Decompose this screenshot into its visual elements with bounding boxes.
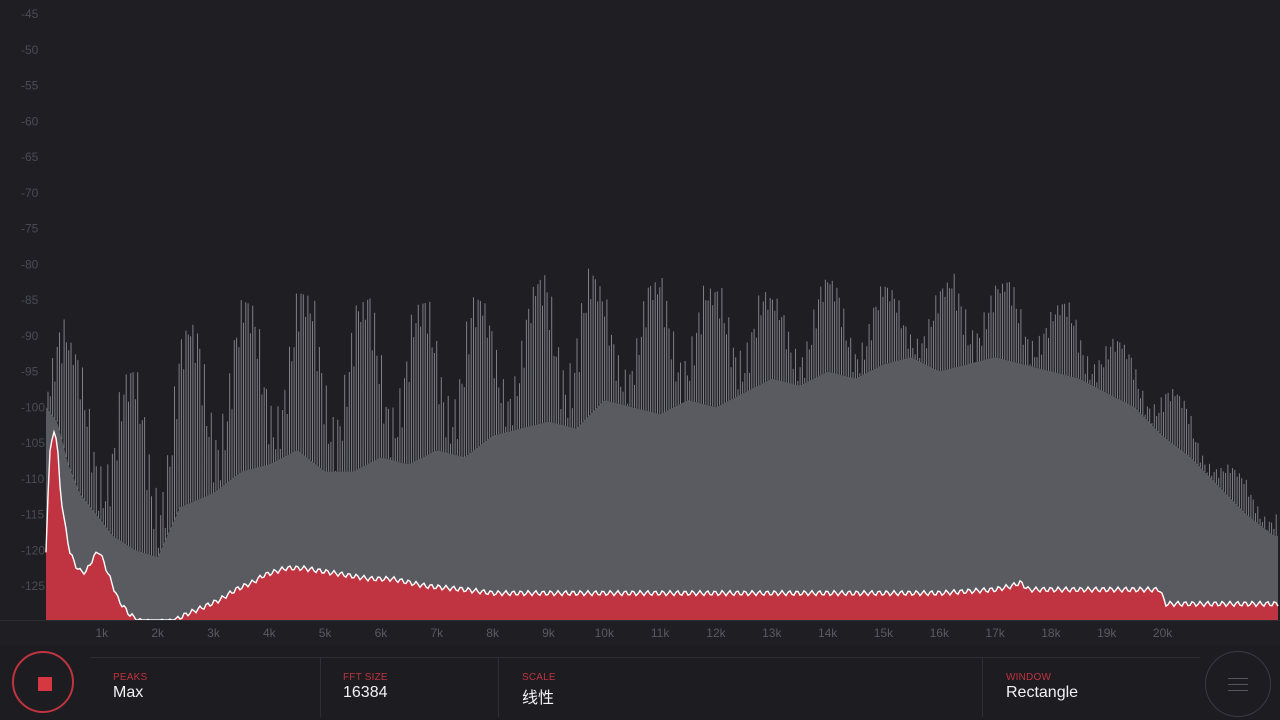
- stop-square-icon: [38, 677, 52, 691]
- window-setting[interactable]: WINDOW Rectangle: [1006, 657, 1186, 709]
- peaks-setting[interactable]: PEAKS Max: [113, 657, 313, 709]
- y-tick-label: -100: [21, 400, 45, 414]
- control-bar-divider: [90, 657, 1200, 658]
- y-tick-label: -60: [21, 114, 39, 128]
- x-tick-label: 5k: [319, 626, 333, 640]
- x-tick-label: 17k: [985, 626, 1005, 640]
- y-tick-label: -120: [21, 543, 45, 557]
- y-axis: -45 -50 -55 -60 -65 -70 -75 -80 -85 -90 -95 -100 -10…: [21, 7, 45, 593]
- y-tick-label: -70: [21, 186, 39, 200]
- window-value: Rectangle: [1006, 684, 1079, 701]
- x-tick-label: 15k: [874, 626, 894, 640]
- x-tick-label: 13k: [762, 626, 782, 640]
- x-tick-label: 8k: [486, 626, 500, 640]
- y-tick-label: -115: [21, 508, 44, 522]
- y-tick-label: -90: [21, 329, 39, 343]
- x-tick-label: 12k: [706, 626, 726, 640]
- scale-label: SCALE: [522, 672, 556, 683]
- setting-separator: [982, 657, 983, 717]
- peaks-value: Max: [113, 684, 144, 701]
- current-spectrum-line: [45, 429, 1279, 621]
- x-axis: 1k 2k 3k 4k 5k 6k 7k 8k 9k 10k 11k 12k 13k 14k 15k 16k 1…: [0, 620, 1280, 640]
- y-tick-label: -45: [21, 7, 39, 21]
- x-tick-label: 10k: [595, 626, 615, 640]
- scale-setting[interactable]: SCALE 线性: [522, 657, 972, 709]
- peaks-label: PEAKS: [113, 672, 148, 683]
- peak-hold-area: [46, 357, 1278, 620]
- y-tick-label: -105: [21, 436, 45, 450]
- x-tick-label: 2k: [151, 626, 165, 640]
- fft-size-value: 16384: [343, 684, 388, 701]
- y-tick-label: -85: [21, 293, 39, 307]
- window-label: WINDOW: [1006, 672, 1052, 683]
- fft-size-label: FFT SIZE: [343, 672, 388, 683]
- x-tick-label: 16k: [930, 626, 950, 640]
- x-tick-label: 6k: [375, 626, 389, 640]
- y-tick-label: -75: [21, 222, 39, 236]
- x-tick-label: 1k: [95, 626, 109, 640]
- setting-separator: [320, 657, 321, 717]
- x-tick-label: 4k: [263, 626, 277, 640]
- x-tick-label: 20k: [1153, 626, 1173, 640]
- peak-hold-spikes: [47, 268, 1277, 557]
- y-tick-label: -55: [21, 79, 39, 93]
- y-tick-label: -95: [21, 365, 39, 379]
- y-tick-label: -65: [21, 150, 39, 164]
- x-tick-label: 18k: [1041, 626, 1061, 640]
- spectrum-plot: -45 -50 -55 -60 -65 -70 -75 -80 -85 -90 -95 -100 -10…: [0, 7, 1280, 640]
- control-bar: PEAKS Max FFT SIZE 16384 SCALE 线性 WINDOW…: [0, 645, 1280, 720]
- menu-button[interactable]: [1205, 651, 1271, 717]
- y-tick-label: -110: [21, 472, 44, 486]
- y-tick-label: -50: [21, 43, 39, 57]
- x-tick-label: 19k: [1097, 626, 1117, 640]
- current-spectrum-area: [46, 432, 1278, 620]
- x-tick-label: 7k: [430, 626, 444, 640]
- spectrum-chart: -45 -50 -55 -60 -65 -70 -75 -80 -85 -90 -95 -100 -10…: [0, 7, 1280, 640]
- current-spectrum-layer: [45, 429, 1279, 621]
- scale-value: 线性: [522, 690, 555, 707]
- peak-hold-layer: [46, 268, 1278, 620]
- x-tick-label: 3k: [207, 626, 221, 640]
- x-tick-label: 14k: [818, 626, 838, 640]
- y-tick-label: -80: [21, 257, 39, 271]
- stop-button[interactable]: [12, 651, 74, 713]
- x-tick-label: 11k: [651, 626, 670, 640]
- x-tick-label: 9k: [542, 626, 556, 640]
- y-tick-label: -125: [21, 579, 45, 593]
- hamburger-menu-icon: [1228, 678, 1248, 691]
- setting-separator: [498, 657, 499, 717]
- fft-size-setting[interactable]: FFT SIZE 16384: [343, 657, 493, 709]
